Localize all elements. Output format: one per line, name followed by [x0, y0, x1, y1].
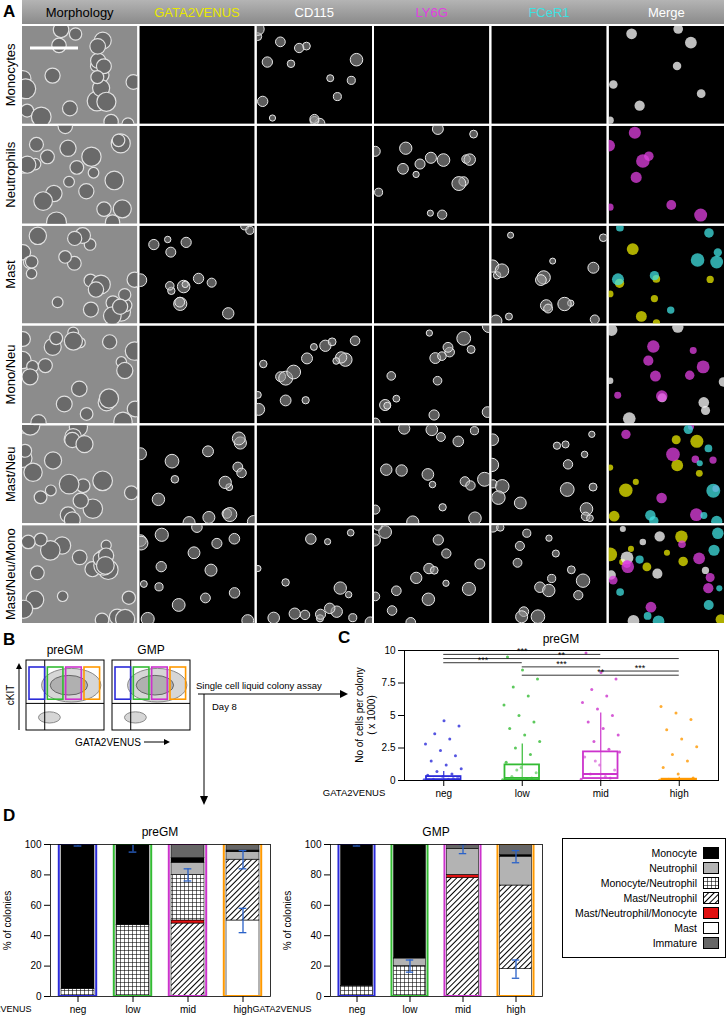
svg-text:**: ** — [597, 667, 605, 677]
svg-text:mid: mid — [455, 1004, 471, 1015]
svg-text:preGM: preGM — [47, 643, 84, 657]
svg-text:0: 0 — [316, 991, 322, 1002]
html-text:Monocyte: Monocyte — [651, 847, 697, 859]
html-text:Mast: Mast — [674, 922, 697, 934]
svg-text:low: low — [515, 788, 531, 799]
svg-text:2.5: 2.5 — [382, 742, 396, 753]
svg-text:***: *** — [517, 646, 528, 656]
svg-text:80: 80 — [310, 869, 322, 880]
svg-text:100: 100 — [305, 839, 322, 850]
svg-text:***: *** — [478, 655, 489, 665]
svg-text:5: 5 — [390, 710, 396, 721]
svg-text:Mast/Neu/Mono: Mast/Neu/Mono — [3, 528, 18, 620]
svg-text:GATA2VENUS: GATA2VENUS — [252, 1004, 311, 1014]
svg-text:0: 0 — [390, 775, 396, 786]
html-text:Neutrophil: Neutrophil — [649, 862, 697, 874]
svg-text:neg: neg — [70, 1004, 87, 1015]
svg-text:high: high — [670, 788, 689, 799]
html-text:A: A — [3, 2, 16, 21]
svg-text:LY6G: LY6G — [416, 5, 448, 20]
svg-text:Mast: Mast — [3, 260, 18, 289]
svg-text:40: 40 — [30, 930, 42, 941]
svg-text:Monocytes: Monocytes — [3, 43, 18, 106]
svg-text:80: 80 — [30, 869, 42, 880]
html-text:Immature: Immature — [652, 937, 697, 949]
svg-text:Morphology: Morphology — [46, 5, 114, 20]
svg-text:GATA2VENUS: GATA2VENUS — [154, 5, 240, 20]
svg-text:neg: neg — [435, 788, 452, 799]
svg-text:cKIT: cKIT — [5, 685, 16, 706]
svg-text:No of cells per colony: No of cells per colony — [354, 667, 365, 763]
html-text:D: D — [3, 806, 16, 825]
svg-text:Mast/Neu: Mast/Neu — [3, 446, 18, 502]
svg-text:mid: mid — [180, 1004, 196, 1015]
svg-text:low: low — [402, 1004, 418, 1015]
svg-text:preGM: preGM — [543, 632, 580, 646]
svg-text:Neutrophils: Neutrophils — [3, 141, 18, 207]
svg-text:neg: neg — [349, 1004, 366, 1015]
html-text:B: B — [3, 630, 16, 649]
svg-text:GMP: GMP — [137, 643, 164, 657]
svg-text:***: *** — [556, 659, 567, 669]
svg-text:Day 8: Day 8 — [212, 701, 237, 712]
svg-text:40: 40 — [310, 930, 322, 941]
svg-text:0: 0 — [36, 991, 42, 1002]
svg-text:GATA2VENUS: GATA2VENUS — [0, 1004, 32, 1014]
svg-text:low: low — [125, 1004, 141, 1015]
svg-text:preGM: preGM — [142, 825, 179, 839]
html-text:Mast/Neutrophil: Mast/Neutrophil — [623, 892, 697, 904]
html-text:C: C — [338, 628, 351, 647]
svg-text:20: 20 — [30, 960, 42, 971]
svg-text:Merge: Merge — [648, 5, 685, 20]
svg-text:high: high — [234, 1004, 253, 1015]
svg-text:Mono/Neu: Mono/Neu — [3, 344, 18, 404]
svg-text:GATA2VENUS: GATA2VENUS — [323, 787, 385, 798]
svg-text:GATA2VENUS: GATA2VENUS — [75, 737, 141, 748]
svg-text:% of colonies: % of colonies — [2, 891, 13, 950]
svg-text:CD115: CD115 — [295, 5, 335, 20]
svg-text:60: 60 — [30, 900, 42, 911]
svg-text:***: *** — [635, 663, 646, 673]
svg-text:high: high — [507, 1004, 526, 1015]
svg-text:100: 100 — [25, 839, 42, 850]
svg-text:% of colonies: % of colonies — [282, 891, 293, 950]
html-text:Monocyte/Neutrophil: Monocyte/Neutrophil — [600, 877, 697, 889]
svg-text:20: 20 — [310, 960, 322, 971]
svg-text:mid: mid — [593, 788, 609, 799]
svg-text:Single cell liquid colony assa: Single cell liquid colony assay — [196, 680, 322, 691]
svg-text:( x 1000): ( x 1000) — [366, 695, 377, 734]
svg-text:7.5: 7.5 — [382, 677, 396, 688]
svg-text:10: 10 — [384, 645, 396, 656]
svg-text:60: 60 — [310, 900, 322, 911]
svg-text:FCeR1: FCeR1 — [528, 5, 569, 20]
svg-text:GMP: GMP — [422, 825, 449, 839]
html-text:Mast/Neutrophil/Monocyte: Mast/Neutrophil/Monocyte — [575, 907, 697, 919]
